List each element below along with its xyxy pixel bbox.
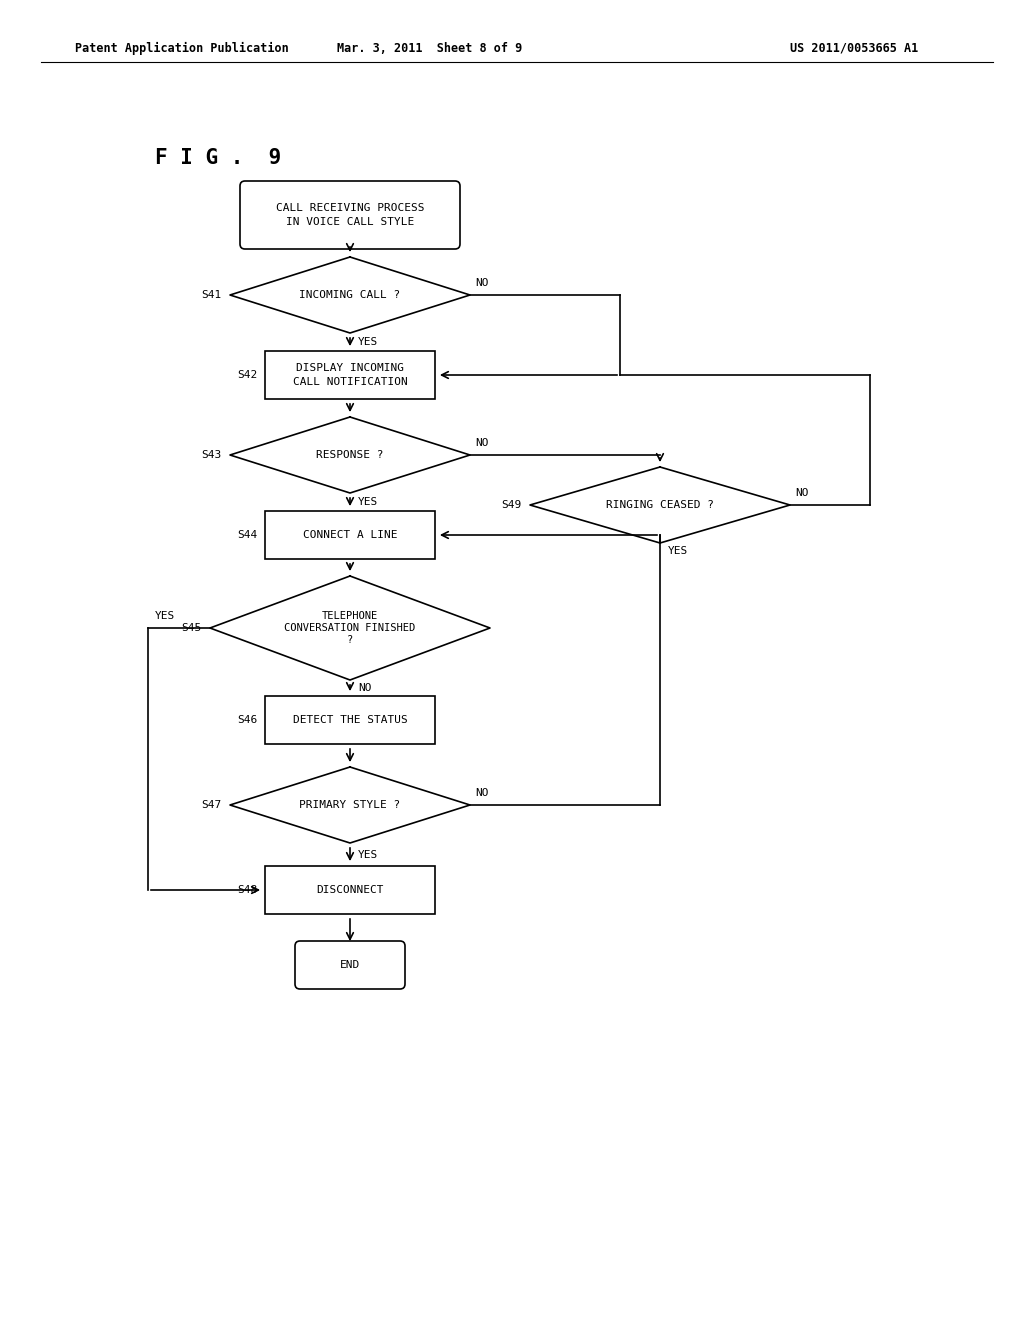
Text: DISPLAY INCOMING
CALL NOTIFICATION: DISPLAY INCOMING CALL NOTIFICATION: [293, 363, 408, 387]
Text: YES: YES: [668, 546, 688, 556]
Text: S49: S49: [502, 500, 522, 510]
Text: S41: S41: [202, 290, 222, 300]
Text: YES: YES: [358, 850, 378, 859]
Text: NO: NO: [475, 788, 488, 799]
Text: YES: YES: [155, 611, 175, 620]
Text: S43: S43: [202, 450, 222, 459]
Text: RESPONSE ?: RESPONSE ?: [316, 450, 384, 459]
Text: NO: NO: [475, 279, 488, 288]
Text: S45: S45: [181, 623, 202, 634]
Text: S48: S48: [237, 884, 257, 895]
Bar: [265, 866, 435, 913]
Text: S42: S42: [237, 370, 257, 380]
Text: DETECT THE STATUS: DETECT THE STATUS: [293, 715, 408, 725]
Text: YES: YES: [358, 337, 378, 347]
FancyBboxPatch shape: [295, 941, 406, 989]
Text: S47: S47: [202, 800, 222, 810]
Text: CONNECT A LINE: CONNECT A LINE: [303, 531, 397, 540]
Text: Mar. 3, 2011  Sheet 8 of 9: Mar. 3, 2011 Sheet 8 of 9: [337, 41, 522, 54]
Text: TELEPHONE
CONVERSATION FINISHED
?: TELEPHONE CONVERSATION FINISHED ?: [285, 611, 416, 645]
Text: F I G .  9: F I G . 9: [155, 148, 282, 168]
Bar: [265, 351, 435, 399]
Bar: [265, 696, 435, 744]
Text: S46: S46: [237, 715, 257, 725]
Text: DISCONNECT: DISCONNECT: [316, 884, 384, 895]
Text: YES: YES: [358, 498, 378, 507]
Text: CALL RECEIVING PROCESS
IN VOICE CALL STYLE: CALL RECEIVING PROCESS IN VOICE CALL STY…: [275, 203, 424, 227]
Text: Patent Application Publication: Patent Application Publication: [75, 41, 289, 54]
Text: RINGING CEASED ?: RINGING CEASED ?: [606, 500, 714, 510]
FancyBboxPatch shape: [240, 181, 460, 249]
Bar: [265, 511, 435, 558]
Text: END: END: [340, 960, 360, 970]
Text: US 2011/0053665 A1: US 2011/0053665 A1: [790, 41, 919, 54]
Text: NO: NO: [358, 682, 372, 693]
Text: INCOMING CALL ?: INCOMING CALL ?: [299, 290, 400, 300]
Text: S44: S44: [237, 531, 257, 540]
Text: NO: NO: [795, 488, 809, 498]
Text: PRIMARY STYLE ?: PRIMARY STYLE ?: [299, 800, 400, 810]
Text: NO: NO: [475, 438, 488, 447]
